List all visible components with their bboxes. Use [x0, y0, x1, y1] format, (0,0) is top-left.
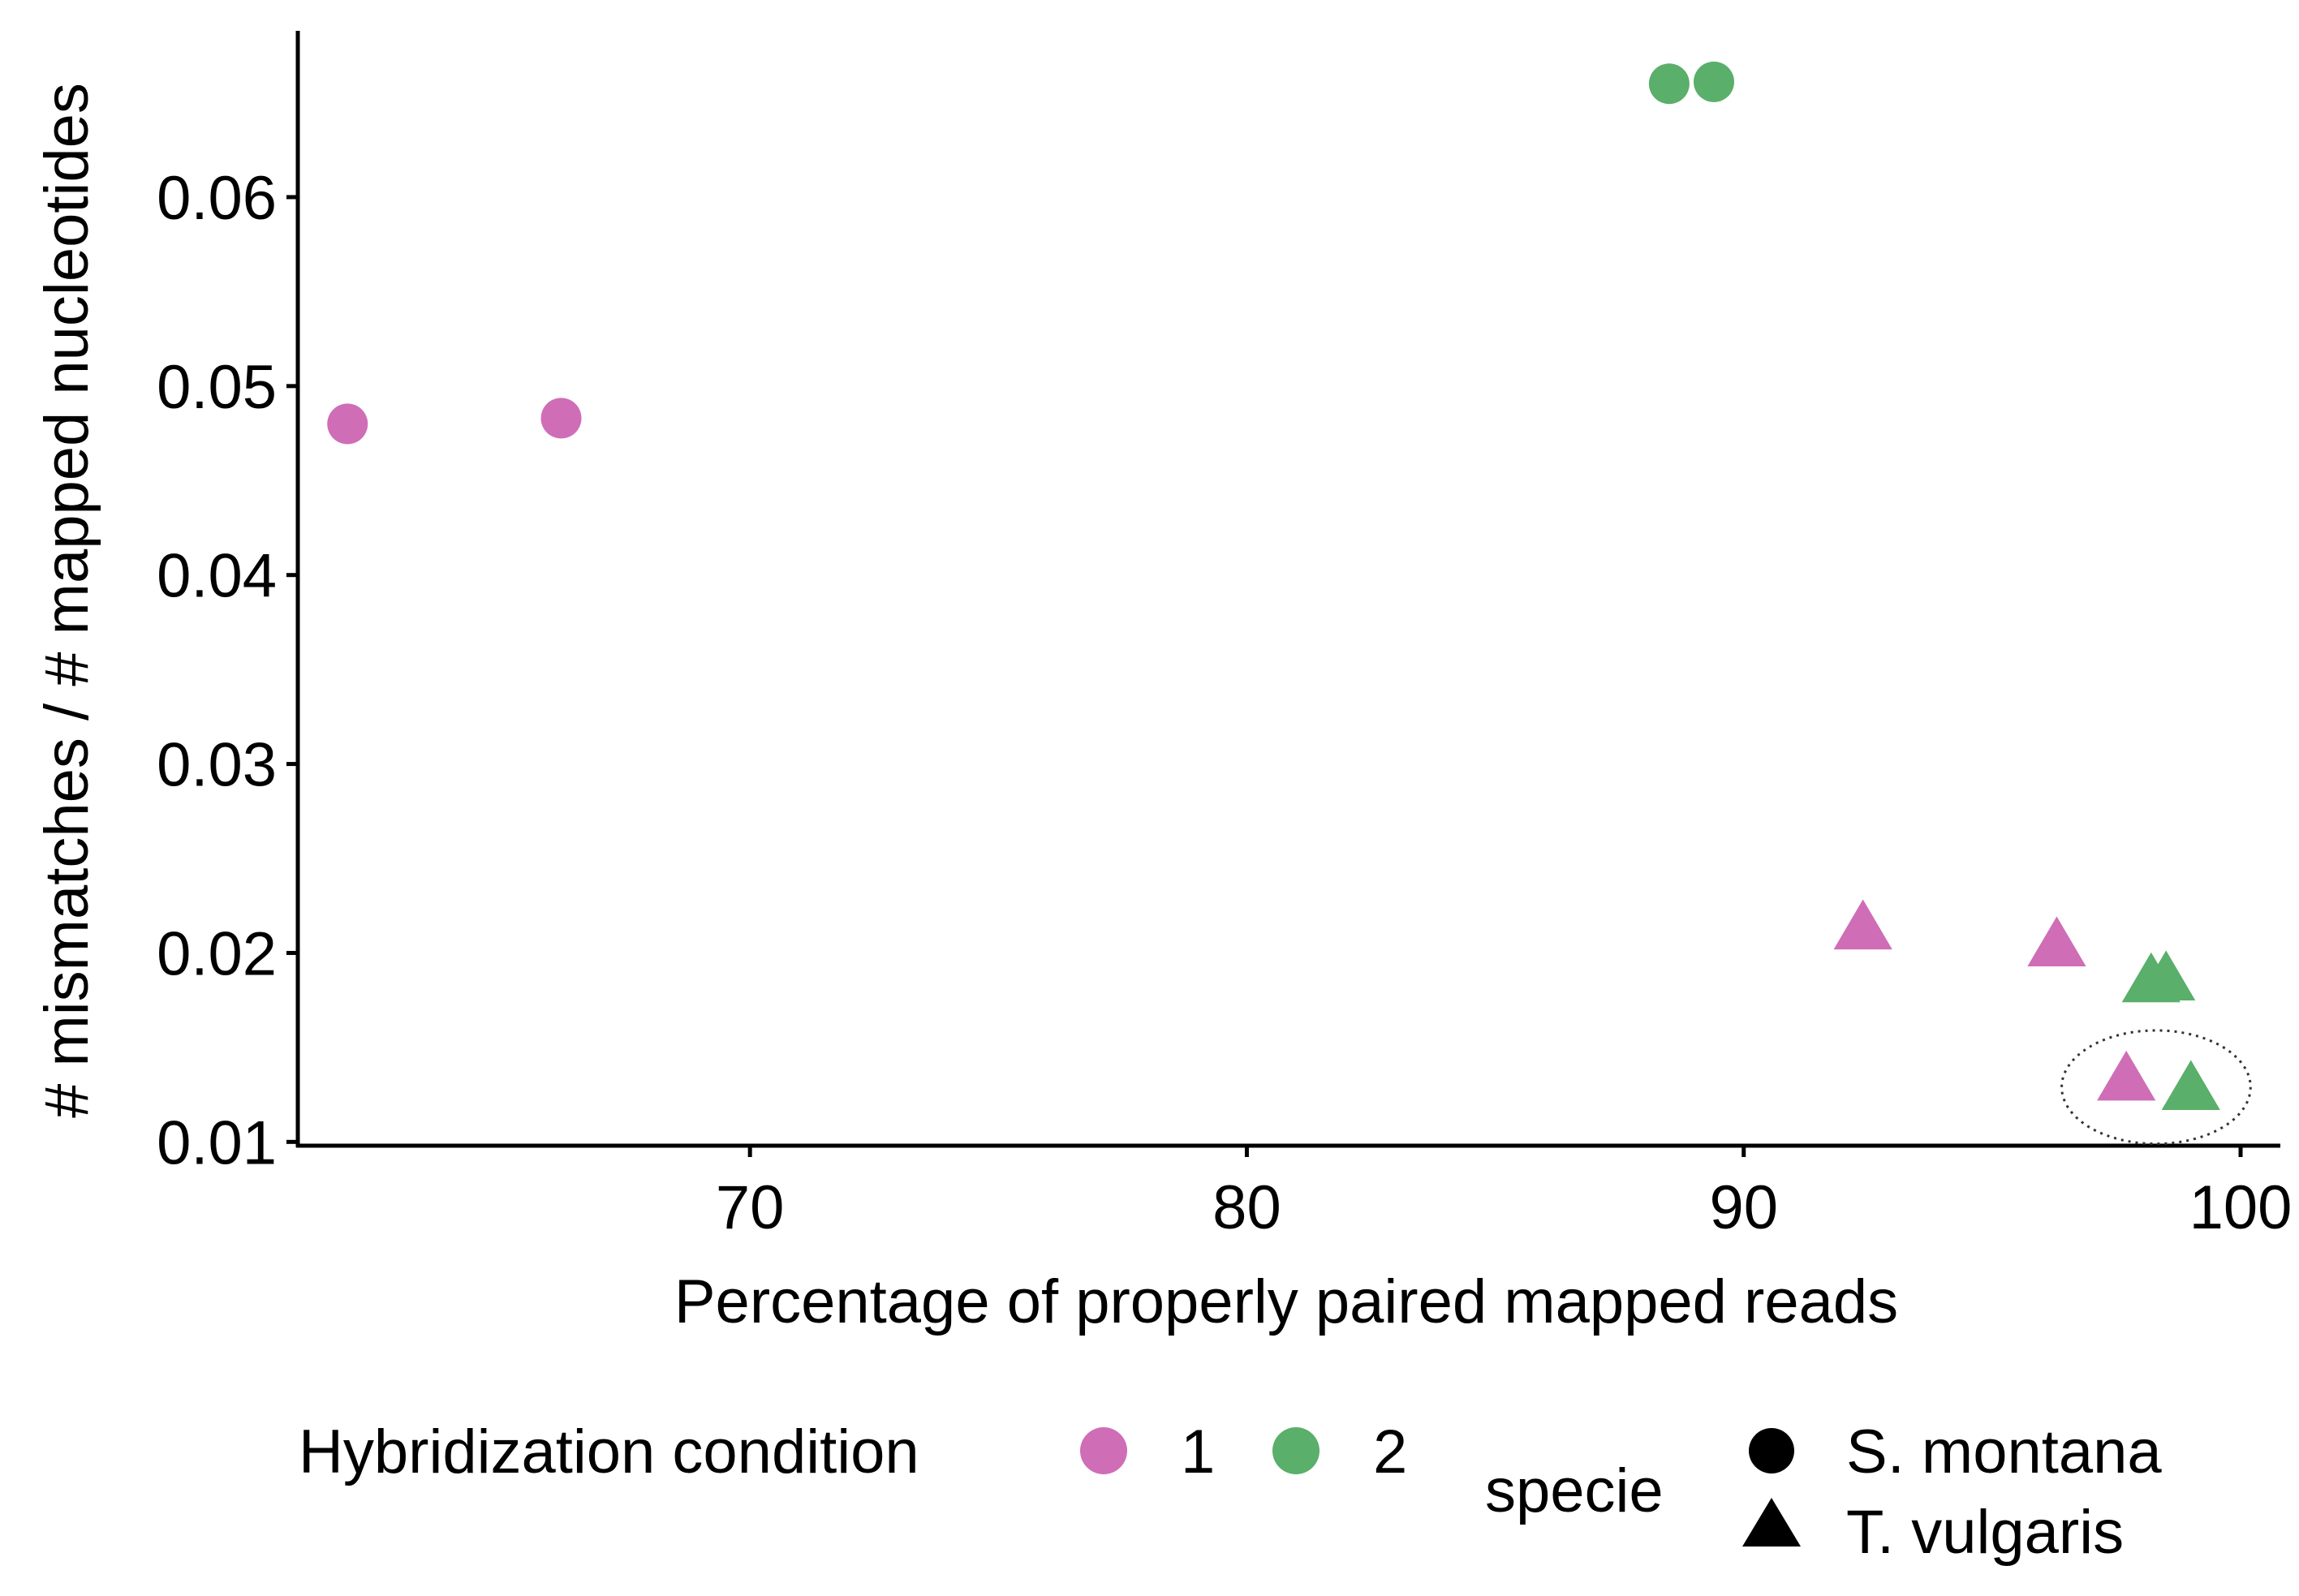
legend-color-swatch-1	[1080, 1427, 1127, 1474]
y-tick-label: 0.02	[157, 919, 277, 988]
y-axis-title: # mismatches / # mapped nucleotides	[32, 83, 101, 1118]
legend-color-title: Hybridization condition	[299, 1417, 919, 1486]
legend-color-label-1: 1	[1181, 1417, 1215, 1486]
legend-color-label-2: 2	[1373, 1417, 1407, 1486]
x-tick-label: 80	[1212, 1173, 1281, 1242]
y-axis-ticks: 0.01 0.02 0.03 0.04 0.05 0.06	[157, 164, 298, 1177]
x-axis-title: Percentage of properly paired mapped rea…	[674, 1267, 1898, 1336]
x-axis-ticks: 70 80 90 100	[716, 1146, 2293, 1242]
data-point-circle	[540, 398, 582, 439]
y-tick-label: 0.05	[157, 353, 277, 422]
dotted-ellipse-annotation	[2060, 1029, 2252, 1146]
legend-shape-title: specie	[1485, 1456, 1664, 1525]
data-point-triangle	[2097, 1050, 2156, 1101]
legend-shape-label-2: T. vulgaris	[1846, 1498, 2124, 1567]
data-point-circle	[1694, 61, 1734, 102]
legend-shape-triangle-icon	[1742, 1498, 1801, 1547]
data-point-circle	[1648, 63, 1690, 105]
x-tick-label: 100	[2189, 1173, 2293, 1242]
x-tick-label: 70	[716, 1173, 785, 1242]
data-point-triangle	[1833, 899, 1892, 950]
legend-color-swatch-2	[1272, 1427, 1320, 1474]
y-tick-label: 0.03	[157, 731, 277, 800]
legend: Hybridization condition 1 2 specie S. mo…	[299, 1417, 2162, 1567]
x-tick-label: 90	[1709, 1173, 1778, 1242]
data-point-triangle	[2161, 1060, 2220, 1111]
y-tick-label: 0.01	[157, 1108, 277, 1177]
data-points	[327, 61, 2220, 1111]
y-tick-label: 0.06	[157, 164, 277, 233]
legend-shape-circle-icon	[1749, 1428, 1794, 1473]
legend-shape-label-1: S. montana	[1846, 1417, 2162, 1486]
data-point-triangle	[2027, 916, 2086, 967]
data-point-triangle	[2137, 950, 2196, 1000]
data-point-circle	[327, 403, 368, 445]
y-tick-label: 0.04	[157, 542, 277, 611]
